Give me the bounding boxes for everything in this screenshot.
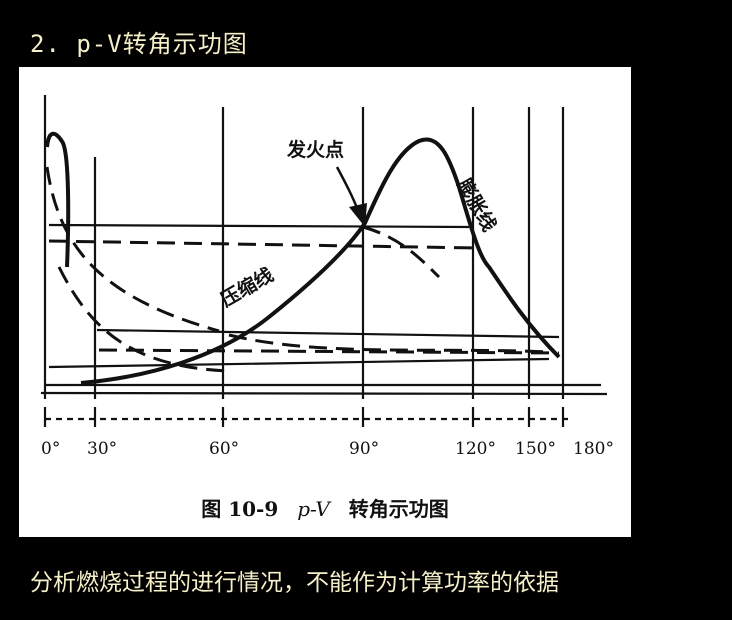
dashed-level-mid (98, 348, 560, 355)
pv-diagram-svg (40, 95, 608, 427)
solid-level-mid (96, 328, 560, 339)
diagram-figure: 发火点 压缩线 膨胀线 0° 30° 60° 90° 120° 150° 180… (19, 67, 631, 537)
dashed-curve-inner (57, 266, 230, 373)
figure-caption: 图 10-9 p-V 转角示功图 (19, 493, 631, 522)
tick-label-0: 0° (41, 439, 61, 459)
tick-label-180: 180° (573, 439, 614, 459)
slide-title: 2. p-V转角示功图 (30, 30, 248, 58)
tick-label-90: 90° (349, 439, 380, 459)
ignition-arrowhead (349, 203, 367, 227)
left-peak-curve (45, 131, 71, 268)
dashed-compression-curve (45, 166, 220, 333)
slide-footer-text: 分析燃烧过程的进行情况，不能作为计算功率的依据 (30, 570, 559, 596)
solid-level-high (48, 223, 470, 229)
tick-label-60: 60° (209, 439, 240, 459)
caption-number: 图 10-9 (201, 497, 279, 521)
caption-text: 转角示功图 (348, 497, 449, 521)
solid-level-low (48, 357, 550, 369)
ignition-point-label: 发火点 (287, 139, 345, 161)
tick-label-120: 120° (455, 439, 496, 459)
dashed-level-high (48, 239, 480, 250)
caption-variable: p-V (297, 497, 330, 521)
atmospheric-line (40, 391, 608, 396)
tick-label-30: 30° (87, 439, 118, 459)
tick-label-150: 150° (515, 439, 556, 459)
pressure-curve (80, 137, 561, 385)
dashed-return-curve (228, 333, 550, 354)
dashed-expansion-curve (362, 225, 441, 279)
